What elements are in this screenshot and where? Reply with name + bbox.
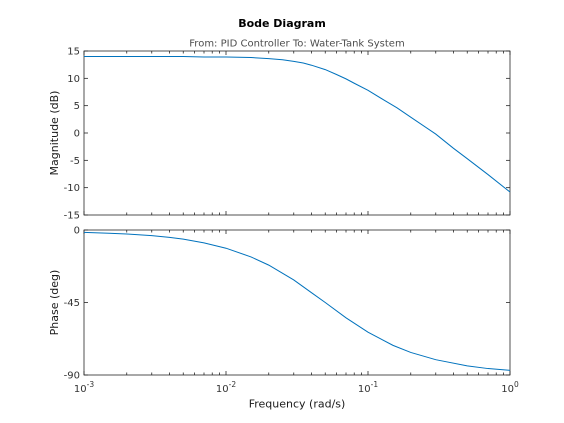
y-tick-label: 0 <box>74 129 80 140</box>
phase-line <box>83 231 511 371</box>
x-tick-label: 100 <box>501 380 519 395</box>
magnitude-line <box>84 55 511 193</box>
chart-subtitle: From: PID Controller To: Water-Tank Syst… <box>189 39 404 50</box>
plot-panels: 15 10 5 0 -5 -10 -15 Magnitude (dB) 0 -45 -90 Phase… <box>48 47 519 396</box>
x-tick-label: 10-2 <box>216 380 236 395</box>
y-tick-label: -5 <box>70 156 80 167</box>
y-tick-label: -10 <box>64 183 80 194</box>
y-tick-label: 15 <box>67 47 80 58</box>
y-tick-label: 5 <box>74 101 80 112</box>
axes-box <box>83 229 511 376</box>
magnitude-axis-label: Magnitude (dB) <box>48 91 61 176</box>
y-tick-label: -90 <box>64 371 80 382</box>
phase-axis-label: Phase (deg) <box>48 270 61 336</box>
axes-box <box>83 50 511 216</box>
y-tick-label: 0 <box>74 226 80 237</box>
chart-title: Bode Diagram <box>238 17 326 30</box>
x-tick-label: 10-1 <box>358 380 378 395</box>
y-tick-label: 10 <box>67 74 80 85</box>
x-tick-label: 10-3 <box>74 380 94 395</box>
phase-panel: 0 -45 -90 Phase (deg) 10-3 10-2 10-1 100 <box>48 226 519 396</box>
magnitude-panel: 15 10 5 0 -5 -10 -15 Magnitude (dB) <box>48 47 511 222</box>
x-axis-label: Frequency (rad/s) <box>249 398 346 411</box>
y-tick-label: -45 <box>64 298 80 309</box>
y-tick-label: -15 <box>64 211 80 222</box>
